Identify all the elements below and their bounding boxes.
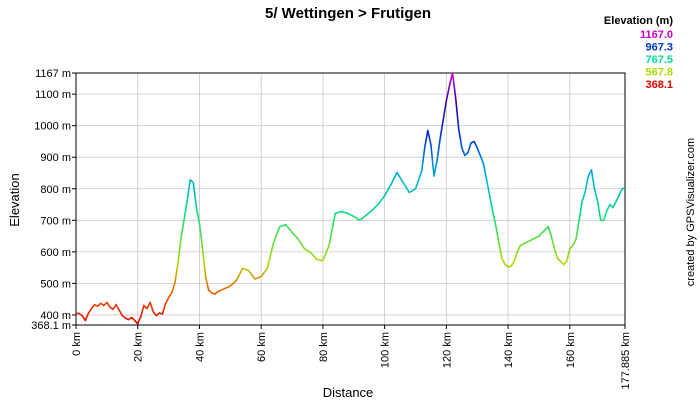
y-tick-label: 900 m (40, 152, 71, 164)
chart-title: 5/ Wettingen > Frutigen (265, 5, 431, 22)
y-tick-label: 600 m (40, 247, 71, 259)
plot-frame (75, 72, 626, 326)
x-tick-label: 100 km (380, 332, 392, 368)
y-tick-label: 1167 m (35, 68, 71, 80)
color-legend-entry: 967.3 (645, 42, 673, 54)
x-tick-label: 80 km (318, 332, 330, 362)
color-legend-entry: 567.8 (645, 67, 673, 79)
x-tick-label: 20 km (133, 332, 145, 362)
y-tick-label: 368.1 m (31, 320, 71, 332)
x-tick-label: 0 km (71, 332, 83, 356)
x-tick-label: 120 km (441, 332, 453, 368)
x-axis-label: Distance (323, 385, 374, 400)
elevation-series-line (76, 72, 626, 325)
y-axis-label: Elevation (7, 173, 22, 226)
watermark: created by GPSVisualizer.com (685, 138, 697, 286)
x-tick-label: 40 km (194, 332, 206, 362)
x-tick-label: 177.885 km (620, 332, 632, 389)
color-legend-entry: 1167.0 (640, 29, 673, 41)
grid (75, 72, 626, 326)
color-legend-entry: 767.5 (645, 54, 673, 66)
x-axis-ticks: 0 km 20 km 40 km 60 km 80 km 100 km 120 km 140 … (71, 325, 632, 389)
y-tick-label: 700 m (40, 215, 71, 227)
y-tick-label: 1000 m (34, 121, 71, 133)
x-tick-label: 160 km (565, 332, 577, 368)
y-tick-label: 400 m (40, 310, 71, 322)
color-legend-title: Elevation (m) (604, 15, 673, 27)
y-tick-label: 1100 m (35, 89, 71, 101)
x-tick-label: 60 km (256, 332, 268, 362)
x-tick-label: 140 km (503, 332, 515, 368)
y-tick-label: 500 m (40, 278, 71, 290)
y-tick-label: 800 m (40, 184, 71, 196)
color-legend-entry: 368.1 (645, 79, 673, 91)
